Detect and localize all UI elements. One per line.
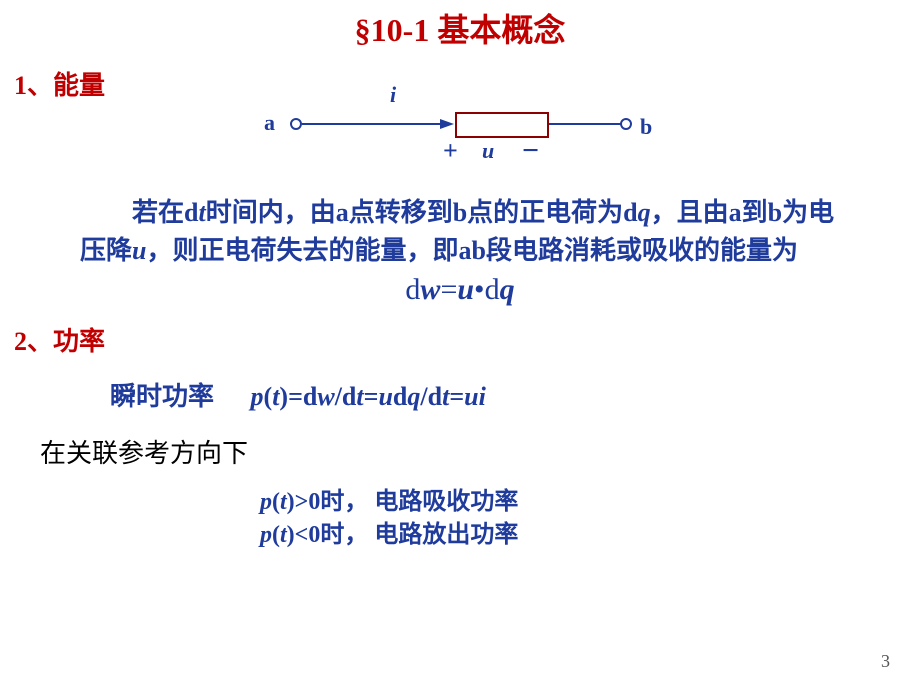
sec2-num: 2、 [14, 327, 53, 356]
label-a: a [264, 110, 275, 136]
reference-direction: 在关联参考方向下 [40, 433, 920, 470]
instant-power-line: 瞬时功率 p(t)=dw/dt=udq/dt=ui [110, 376, 920, 413]
paragraph-energy: 若在dt时间内，由a点转移到b点的正电荷为dq，且由a到b为电压降u，则正电荷失… [80, 194, 860, 269]
sec1-name: 能量 [53, 71, 105, 100]
case-absorb: p(t)>0时， 电路吸收功率 [260, 486, 920, 518]
current-arrow-icon [440, 119, 454, 129]
sec2-name: 功率 [53, 327, 105, 356]
case-release: p(t)<0时， 电路放出功率 [260, 519, 920, 551]
node-b [620, 118, 632, 130]
circuit-diagram: a b i + u − [260, 102, 660, 172]
equation-dw: dw=u•dq [0, 273, 920, 307]
wire-right [549, 123, 621, 125]
instant-label: 瞬时功率 [110, 382, 214, 411]
label-b: b [640, 114, 652, 140]
wire-left [302, 123, 447, 125]
label-i: i [390, 82, 396, 108]
sec1-num: 1、 [14, 71, 53, 100]
page-number: 3 [881, 651, 890, 672]
section-1: 1、能量 [14, 65, 920, 102]
section-2: 2、功率 [14, 321, 920, 358]
label-plus: + [443, 136, 458, 166]
slide-title: §10-1 基本概念 [0, 0, 920, 51]
node-a [290, 118, 302, 130]
label-u: u [482, 138, 494, 164]
label-minus: − [522, 134, 539, 168]
